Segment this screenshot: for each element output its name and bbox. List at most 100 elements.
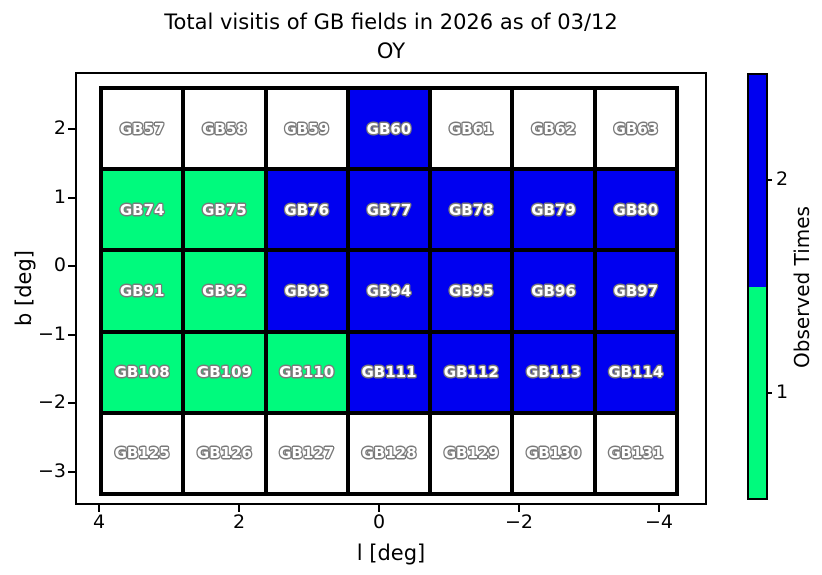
y-axis-label: b [deg]	[12, 250, 36, 326]
field-cell-gb59: GB59	[265, 88, 348, 170]
field-cell-gb57: GB57	[101, 88, 184, 170]
field-cell-gb130: GB130	[512, 412, 595, 494]
field-cell-gb80: GB80	[594, 169, 677, 251]
x-tick-label: 2	[232, 511, 246, 533]
x-tick-label: −4	[644, 511, 673, 533]
field-cell-gb129: GB129	[430, 412, 513, 494]
field-cell-label: GB129	[443, 444, 499, 463]
field-cell-label: GB79	[531, 200, 576, 219]
x-tick-mark	[658, 505, 660, 512]
chart-title: Total visitis of GB fields in 2026 as of…	[75, 8, 707, 66]
field-cell-gb125: GB125	[101, 412, 184, 494]
colorbar-segment-1	[749, 286, 766, 498]
field-cell-gb108: GB108	[101, 331, 184, 413]
field-cell-gb111: GB111	[347, 331, 431, 413]
chart-title-line1: Total visitis of GB fields in 2026 as of…	[164, 10, 618, 34]
field-cell-gb109: GB109	[183, 331, 266, 413]
y-tick-label: 0	[53, 254, 66, 276]
field-cell-gb76: GB76	[265, 169, 348, 251]
field-cell-gb126: GB126	[183, 412, 266, 494]
field-cell-label: GB126	[196, 444, 252, 463]
field-cell-label: GB63	[613, 119, 659, 138]
x-tick-mark	[518, 505, 520, 512]
field-cell-label: GB59	[284, 119, 330, 138]
field-cell-label: GB125	[114, 444, 170, 463]
y-tick-label: 2	[53, 117, 66, 139]
field-cell-gb94: GB94	[347, 250, 431, 332]
field-cell-gb113: GB113	[512, 331, 595, 413]
y-tick-mark	[68, 334, 75, 336]
field-cell-gb58: GB58	[183, 88, 266, 170]
y-tick-mark	[68, 128, 75, 130]
colorbar-tick-mark	[766, 179, 772, 181]
field-cell-label: GB113	[526, 363, 582, 382]
y-tick-mark	[68, 471, 75, 473]
field-cell-label: GB92	[202, 281, 247, 300]
field-cell-label: GB91	[119, 281, 165, 300]
field-cell-gb95: GB95	[430, 250, 513, 332]
field-cell-label: GB109	[196, 363, 252, 382]
field-cell-label: GB95	[448, 281, 494, 300]
field-cell-gb96: GB96	[512, 250, 595, 332]
y-tick-label: 1	[53, 186, 66, 208]
field-cell-label: GB61	[448, 119, 494, 138]
field-cell-label: GB112	[443, 363, 499, 382]
field-cell-gb91: GB91	[101, 250, 184, 332]
field-cell-label: GB108	[114, 363, 170, 382]
y-tick-label: −2	[37, 391, 66, 413]
colorbar-tick-label: 2	[776, 168, 789, 190]
field-cell-label: GB77	[366, 200, 412, 219]
y-tick-label: −1	[37, 323, 66, 345]
field-cell-gb128: GB128	[347, 412, 431, 494]
field-cell-label: GB80	[613, 200, 659, 219]
field-cell-gb93: GB93	[265, 250, 348, 332]
colorbar-tick-label: 1	[776, 381, 789, 403]
field-cell-gb92: GB92	[183, 250, 266, 332]
field-cell-gb127: GB127	[265, 412, 348, 494]
field-cell-label: GB57	[119, 119, 165, 138]
y-tick-mark	[68, 402, 75, 404]
field-cell-label: GB111	[361, 363, 417, 382]
field-cell-label: GB78	[448, 200, 494, 219]
field-cell-label: GB62	[531, 119, 576, 138]
field-cell-label: GB74	[119, 200, 165, 219]
field-cell-gb79: GB79	[512, 169, 595, 251]
field-cell-label: GB128	[361, 444, 417, 463]
field-cell-gb75: GB75	[183, 169, 266, 251]
field-cell-gb63: GB63	[594, 88, 677, 170]
x-tick-mark	[98, 505, 100, 512]
field-cell-label: GB131	[608, 444, 664, 463]
field-grid: GB57 GB58 GB59 GB60 GB61 GB62 GB63 GB74 GB75 GB76…	[99, 86, 679, 496]
field-cell-gb131: GB131	[594, 412, 677, 494]
field-cell-label: GB58	[202, 119, 247, 138]
field-cell-label: GB93	[284, 281, 330, 300]
field-cell-gb77: GB77	[347, 169, 431, 251]
colorbar	[747, 73, 768, 500]
y-tick-mark	[68, 265, 75, 267]
x-tick-label: −2	[504, 511, 533, 533]
y-tick-mark	[68, 197, 75, 199]
field-cell-gb114: GB114	[594, 331, 677, 413]
x-axis-label: l [deg]	[356, 541, 426, 565]
field-cell-label: GB76	[284, 200, 330, 219]
field-cell-label: GB96	[531, 281, 576, 300]
field-cell-label: GB110	[279, 363, 335, 382]
x-tick-mark	[238, 505, 240, 512]
field-cell-label: GB127	[279, 444, 335, 463]
x-tick-label: 4	[92, 511, 106, 533]
field-cell-label: GB114	[608, 363, 664, 382]
y-tick-label: −3	[37, 460, 66, 482]
x-tick-label: 0	[372, 511, 386, 533]
field-cell-label: GB97	[613, 281, 659, 300]
x-tick-mark	[378, 505, 380, 512]
colorbar-label: Observed Times	[790, 206, 814, 368]
field-cell-label: GB94	[366, 281, 412, 300]
field-cell-label: GB60	[366, 119, 412, 138]
chart-title-line2: OY	[376, 39, 406, 63]
colorbar-segment-2	[749, 75, 766, 287]
field-cell-gb62: GB62	[512, 88, 595, 170]
field-cell-gb78: GB78	[430, 169, 513, 251]
field-cell-label: GB130	[526, 444, 582, 463]
field-cell-gb60: GB60	[347, 88, 431, 170]
field-cell-gb112: GB112	[430, 331, 513, 413]
